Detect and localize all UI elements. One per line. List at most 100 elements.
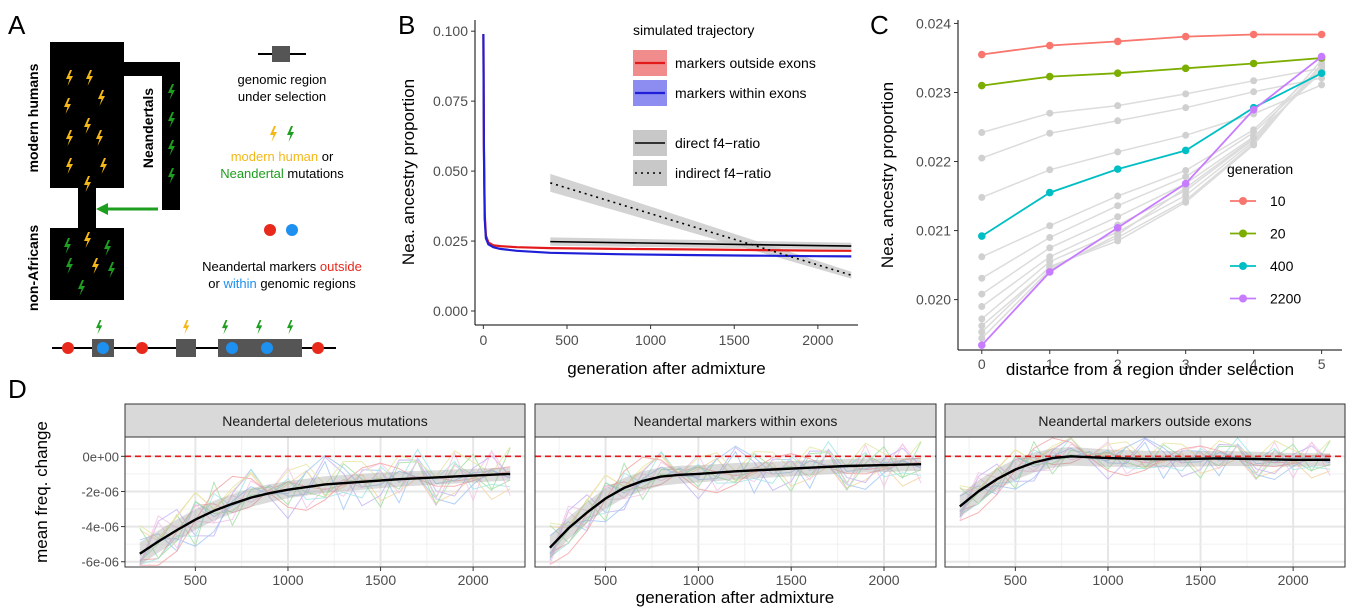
legend-label: indirect f4−ratio [675,165,771,181]
mutation-legend-line2: Neandertal mutations [220,166,344,181]
grey-point [1114,192,1122,200]
grey-point [1318,81,1326,89]
lightning-bolt-icons [64,70,294,335]
lightning-bolt-icon [270,126,277,142]
replicate-line [549,446,922,561]
x-tick-label: 1000 [272,572,303,588]
panel-d-chart: Neandertal deleterious mutations 500 1000 1… [32,403,1346,607]
series-point [1249,30,1258,39]
lightning-bolt-icon [168,84,175,100]
grey-point [1250,141,1258,149]
replicate-line [549,441,922,555]
y-tick-label: 0.021 [916,223,951,239]
panel-letter-b: B [398,10,415,40]
lightning-bolt-icon [64,238,71,254]
series-point [1113,224,1122,232]
y-tick-label: 0e+00 [82,449,119,464]
lightning-bolt-icon [168,140,175,156]
lightning-bolt-icon [84,176,91,192]
legend-key-point [1239,262,1247,270]
legend-outside: outside [320,259,362,274]
replicate-line [959,443,1331,505]
grey-point [1046,129,1054,137]
y-tick-label: 0.022 [916,154,951,170]
y-tick-label: -4e-06 [81,520,119,535]
grey-point [1114,213,1122,221]
marker-outside [312,342,324,354]
lightning-bolt-icon [66,258,73,274]
lightning-bolt-icon [96,320,103,335]
grey-point [978,315,986,323]
x-tick-label: 2000 [802,332,833,348]
trajectory-line [482,33,852,258]
lightning-bolt-icon [222,320,229,335]
y-tick-label: 0.025 [433,233,468,249]
replicate-line [549,445,922,555]
lightning-bolt-icon [86,70,93,86]
marker-outside [136,342,148,354]
series-point [977,232,986,240]
series-point [1113,37,1122,46]
grey-point [1114,231,1122,239]
series-point [1045,188,1054,197]
smooth-trend-line [139,472,511,555]
label-non-africans: non-Africans [25,225,41,312]
legend-key-point [1239,197,1247,205]
grey-point [978,322,986,330]
x-tick-label: 500 [555,332,579,348]
x-tick-label: 5 [1318,356,1326,372]
x-tick-label: 3 [1182,356,1190,372]
lightning-bolt-icon [84,232,91,248]
grey-point [1250,88,1258,96]
lightning-bolt-icon [66,70,73,86]
grey-point [1250,77,1258,85]
grey-point [1182,198,1190,206]
x-axis-title: generation after admixture [636,588,834,607]
series-point [1045,41,1054,50]
stem-block [78,188,96,228]
x-axis-title: distance from a region under selection [1006,360,1294,379]
grey-point [1046,258,1054,266]
lightning-bolt-icon [287,126,294,142]
grey-series-line [981,69,1323,279]
smooth-trend-line [549,463,922,549]
grey-point [1182,131,1190,139]
neandertal-block [162,62,180,210]
grey-series-line [981,68,1323,308]
x-axis-title: generation after admixture [567,359,765,378]
marker-within [226,342,238,354]
marker-outside [62,342,74,354]
replicate-line [139,447,511,563]
x-tick-label: 2000 [868,572,899,588]
grey-point [1250,134,1258,142]
replicate-line [139,457,511,552]
facet-strip [944,403,1346,438]
series-point [1113,165,1122,173]
facet-title: Neandertal markers outside exons [1038,413,1251,429]
legend-within: within [222,276,256,291]
grey-point [1114,148,1122,156]
region-box-icon [272,46,290,62]
x-tick-label: 1000 [635,332,666,348]
x-tick-label: 2000 [1278,572,1309,588]
x-tick-label: 500 [1004,572,1028,588]
region-box-3 [218,339,302,357]
y-tick-label: 0.050 [433,163,468,179]
marker-within [97,342,109,354]
grey-point [1046,222,1054,230]
replicate-line [959,437,1331,518]
grey-point [1114,117,1122,125]
lightning-bolt-icon [96,130,103,146]
series-point [1181,146,1190,155]
series-point [977,81,986,90]
series-point [1045,268,1054,276]
smooth-confidence-band [139,467,511,566]
series-point [1113,69,1122,77]
lightning-bolt-icon [183,320,190,335]
grey-point [978,129,986,137]
grey-point [1046,166,1054,174]
grey-point [978,274,986,282]
fit-line [550,240,852,247]
legend-mutations: mutations [284,166,344,181]
x-tick-label: 1000 [683,572,714,588]
